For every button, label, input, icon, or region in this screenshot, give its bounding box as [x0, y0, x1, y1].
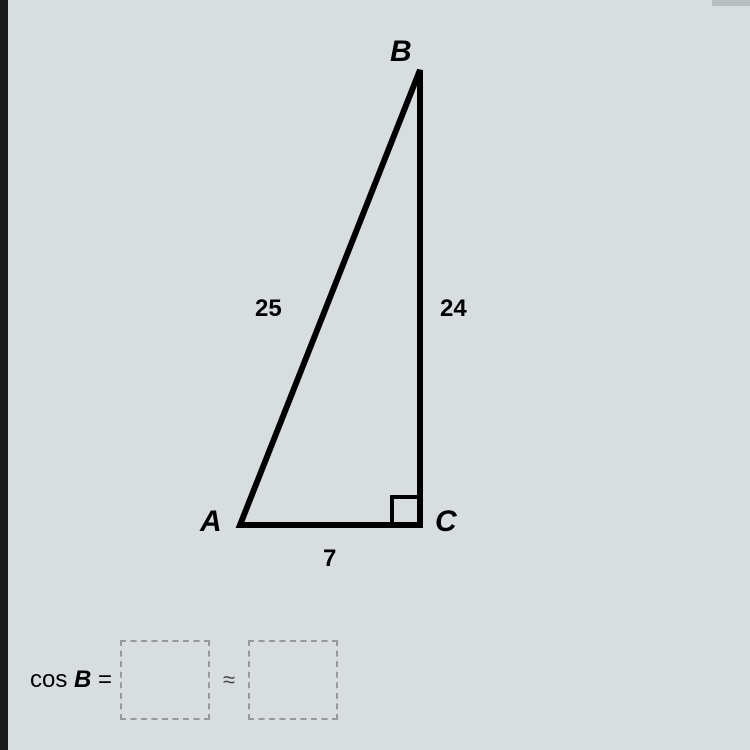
top-edge-decoration: [712, 0, 750, 6]
cos-prefix: cos: [30, 666, 74, 693]
side-label-ac: 7: [323, 545, 336, 573]
equation-row: cos B = ≈: [30, 640, 338, 720]
triangle-svg: [110, 50, 530, 570]
approx-symbol: ≈: [223, 667, 235, 693]
side-label-bc: 24: [440, 295, 467, 323]
triangle-diagram: B A C 25 24 7: [110, 50, 530, 570]
left-sidebar-stripe: [0, 0, 8, 750]
vertex-label-c: C: [435, 505, 457, 539]
cos-expression: cos B =: [30, 666, 112, 694]
vertex-label-a: A: [200, 505, 222, 539]
cos-variable: B: [74, 666, 91, 693]
answer-box-exact[interactable]: [120, 640, 210, 720]
vertex-label-b: B: [390, 35, 412, 69]
equals-sign: =: [91, 666, 112, 693]
side-label-ab: 25: [255, 295, 282, 323]
answer-box-approx[interactable]: [248, 640, 338, 720]
right-angle-marker: [392, 497, 420, 525]
